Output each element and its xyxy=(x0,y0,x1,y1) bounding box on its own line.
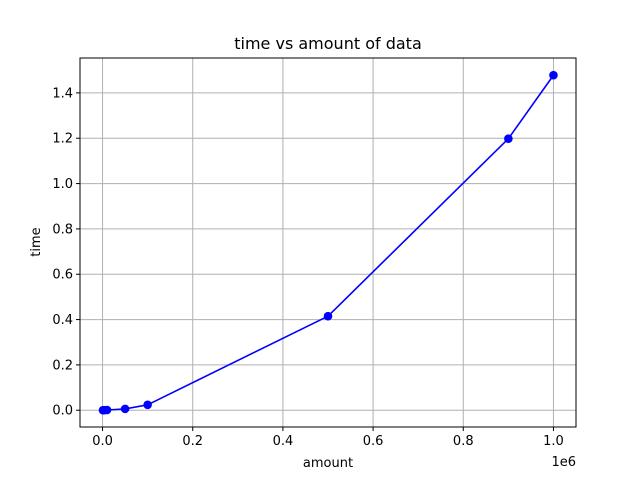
y-tick-label: 0.4 xyxy=(52,313,73,328)
x-tick-label: 1.0 xyxy=(543,434,564,449)
y-tick-label: 0.0 xyxy=(52,404,73,419)
x-tick-label: 0.2 xyxy=(182,434,203,449)
chart-title: time vs amount of data xyxy=(234,34,422,53)
plot-area xyxy=(80,58,576,427)
y-axis: 0.0 0.2 0.4 0.6 0.8 1.0 1.2 1.4 xyxy=(52,86,80,419)
x-offset-label: 1e6 xyxy=(551,455,576,470)
x-axis: 0.0 0.2 0.4 0.6 0.8 1.0 xyxy=(92,427,564,449)
y-tick-label: 0.6 xyxy=(52,268,73,283)
plot-frame xyxy=(79,57,577,428)
series-group xyxy=(98,70,558,415)
data-point xyxy=(120,404,130,414)
x-tick-label: 0.6 xyxy=(363,434,384,449)
y-tick-label: 1.2 xyxy=(52,132,73,147)
y-tick-label: 0.2 xyxy=(52,358,73,373)
y-tick-label: 1.4 xyxy=(52,86,73,101)
y-tick-label: 1.0 xyxy=(52,177,73,192)
x-tick-label: 0.0 xyxy=(92,434,113,449)
data-point xyxy=(102,405,112,415)
data-point xyxy=(504,134,513,143)
x-tick-label: 0.8 xyxy=(453,434,474,449)
data-point xyxy=(323,311,333,321)
x-axis-label: amount xyxy=(303,456,353,471)
data-point xyxy=(143,400,152,410)
y-tick-label: 0.8 xyxy=(52,222,73,237)
y-axis-label: time xyxy=(29,227,44,256)
x-tick-label: 0.4 xyxy=(273,434,294,449)
data-point xyxy=(549,70,558,80)
grid xyxy=(80,58,576,427)
